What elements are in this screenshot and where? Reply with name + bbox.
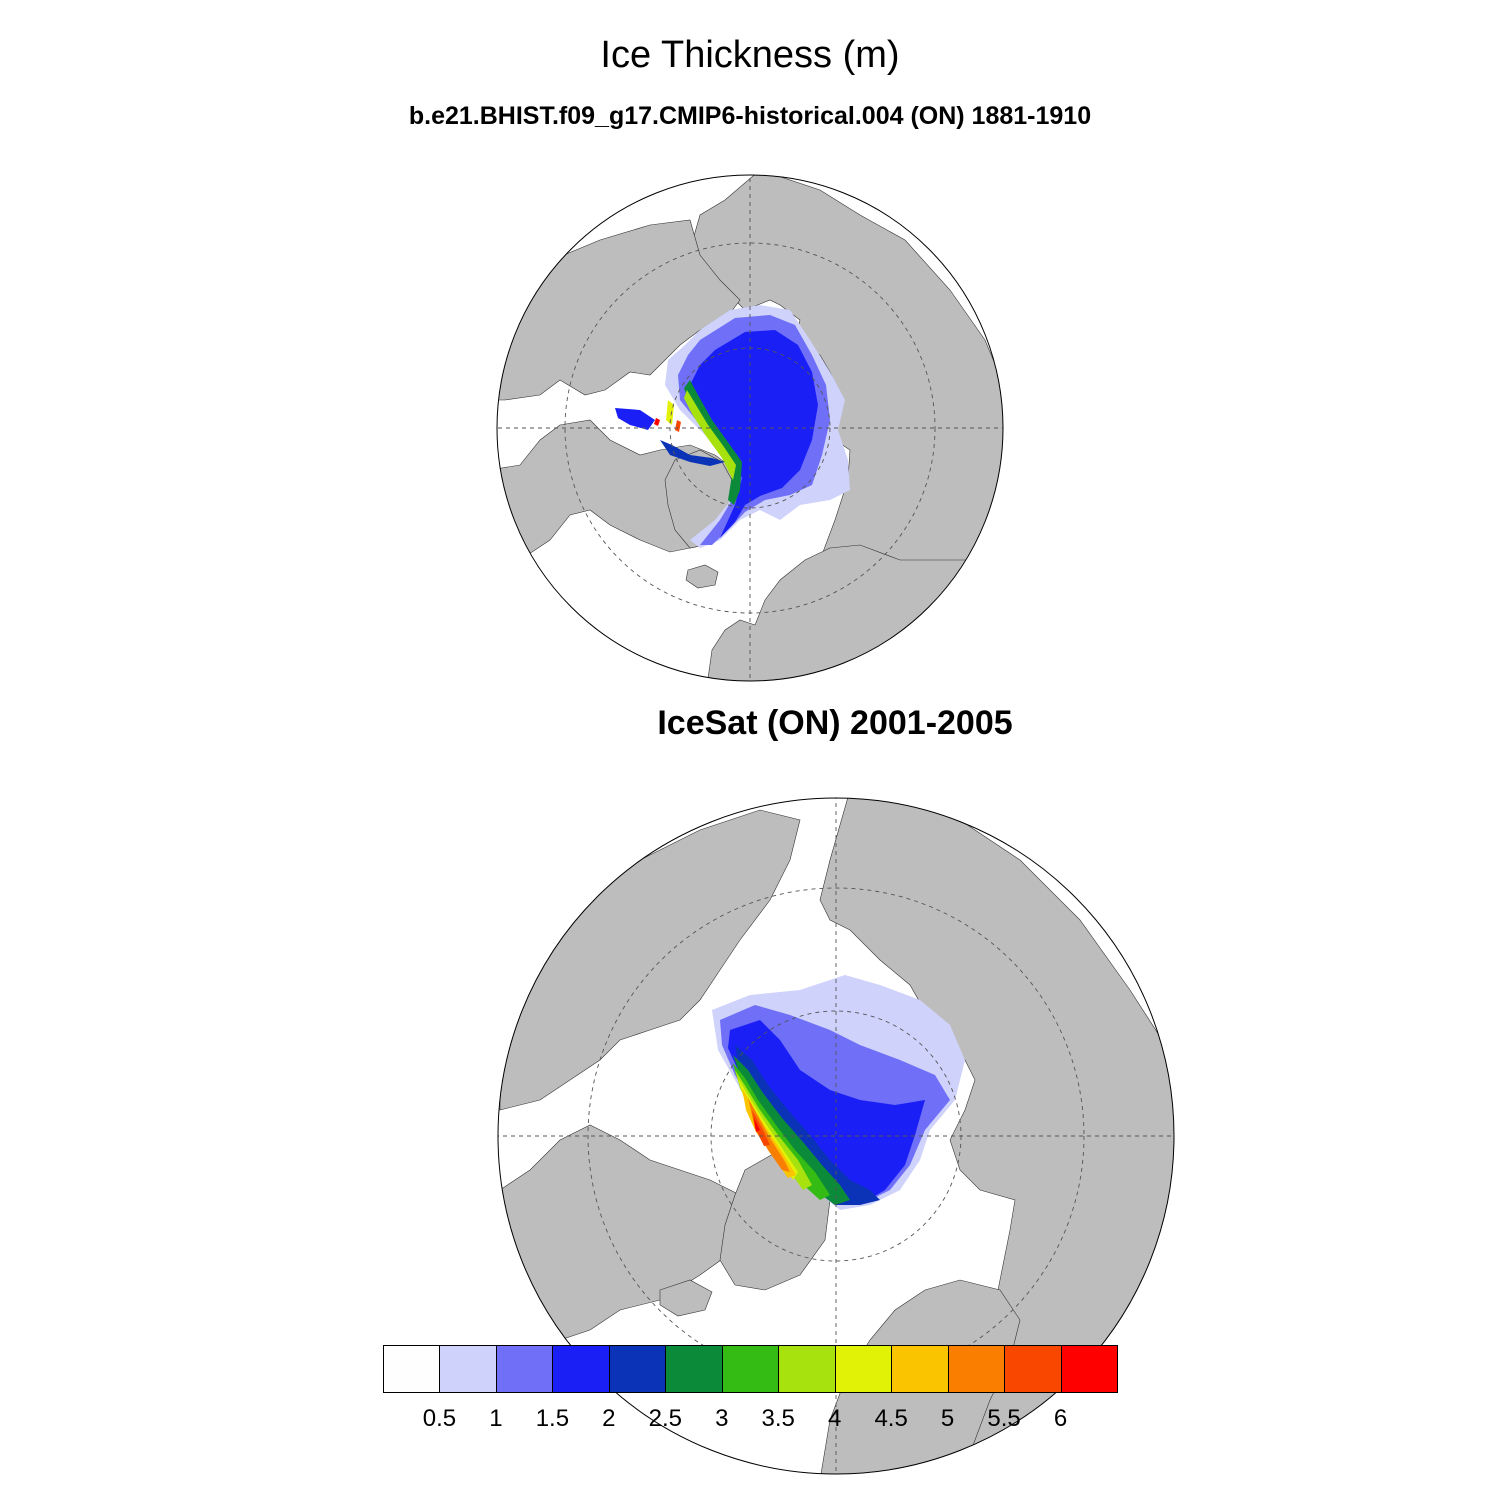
colorbar-swatch [495, 1345, 554, 1393]
colorbar-swatch [891, 1345, 949, 1393]
colorbar-swatch [1004, 1345, 1062, 1393]
colorbar-swatch [947, 1345, 1006, 1393]
colorbar-label: 1 [489, 1405, 503, 1432]
colorbar-labels: 0.5 1 1.5 2 2.5 3 3.5 4 4.5 5 5.5 6 [0, 1405, 1500, 1435]
colorbar-label: 2 [602, 1405, 616, 1432]
colorbar-label: 2.5 [648, 1405, 682, 1432]
colorbar-label: 4.5 [874, 1405, 908, 1432]
map-model [496, 174, 1004, 682]
colorbar-label: 5 [940, 1405, 955, 1432]
sea-ice-icesat [712, 975, 965, 1210]
colorbar [383, 1345, 1118, 1395]
colorbar-swatch [778, 1345, 836, 1393]
map-border [496, 174, 1004, 682]
colorbar-swatch [608, 1345, 667, 1393]
colorbar-swatch [383, 1345, 441, 1393]
colorbar-label: 4 [828, 1405, 842, 1432]
colorbar-label: 6 [1053, 1405, 1068, 1432]
colorbar-label: 3.5 [761, 1405, 795, 1432]
colorbar-swatch [552, 1345, 610, 1393]
graticule-model [497, 175, 1003, 681]
colorbar-label: 5.5 [987, 1405, 1021, 1432]
colorbar-swatch [439, 1345, 497, 1393]
colorbar-swatch [721, 1345, 780, 1393]
colorbar-label: 0.5 [422, 1405, 457, 1432]
map-border [497, 797, 1175, 1475]
figure-title: Ice Thickness (m) [600, 34, 900, 76]
colorbar-swatch [1060, 1345, 1118, 1393]
colorbar-swatch [834, 1345, 893, 1393]
map-icesat [497, 797, 1175, 1475]
panel2-title: IceSat (ON) 2001-2005 [657, 704, 1013, 742]
panel1-title: b.e21.BHIST.f09_g17.CMIP6-historical.004… [408, 102, 1092, 130]
colorbar-label: 3 [715, 1405, 729, 1432]
colorbar-swatch [665, 1345, 723, 1393]
colorbar-label: 1.5 [535, 1405, 570, 1432]
